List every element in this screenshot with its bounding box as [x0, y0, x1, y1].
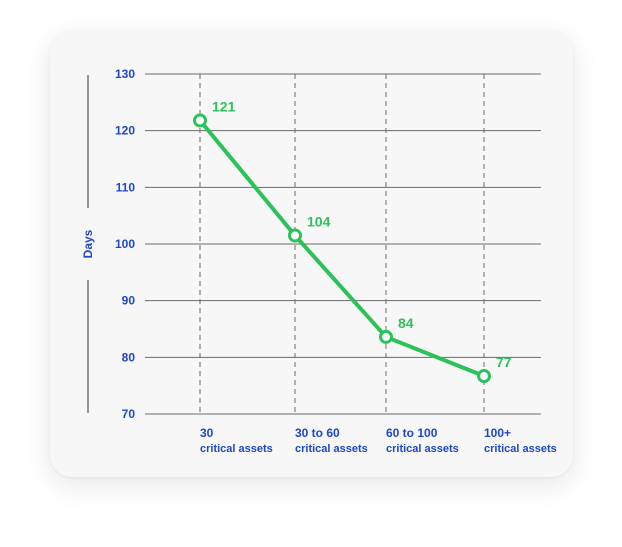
data-label: 84 — [398, 315, 414, 331]
y-tick-label: 110 — [116, 180, 136, 194]
x-tick-sublabel: critical assets — [386, 443, 459, 455]
y-tick-label: 80 — [122, 350, 136, 364]
y-tick-label: 70 — [122, 407, 136, 421]
data-label: 104 — [307, 214, 331, 230]
y-tick-label: 120 — [115, 124, 135, 138]
data-label: 77 — [496, 354, 512, 370]
data-label: 121 — [212, 98, 236, 114]
data-point — [288, 228, 302, 243]
y-axis-label-group: Days — [81, 75, 95, 413]
data-points — [193, 113, 491, 384]
data-point — [193, 113, 207, 128]
x-tick-label: 60 to 100 — [386, 426, 438, 440]
y-tick-label: 90 — [122, 294, 136, 308]
x-tick-label: 100+ — [484, 426, 511, 440]
grid — [145, 73, 541, 415]
x-axis-ticks: 30 critical assets 30 to 60 critical assets… — [200, 426, 557, 455]
y-axis-ticks: 70 80 90 100 110 120 130 — [115, 67, 135, 421]
x-tick-label: 30 — [200, 426, 214, 440]
data-point — [477, 369, 491, 384]
x-tick-label: 30 to 60 — [295, 426, 340, 440]
series-line — [198, 118, 486, 379]
x-tick-sublabel: critical assets — [295, 443, 368, 455]
y-axis-label: Days — [81, 229, 95, 258]
x-tick-sublabel: critical assets — [200, 443, 273, 455]
y-tick-label: 130 — [115, 67, 135, 81]
x-tick-sublabel: critical assets — [484, 443, 557, 455]
y-tick-label: 100 — [115, 237, 135, 251]
data-labels: 121 104 84 77 — [212, 98, 512, 370]
data-point — [379, 329, 393, 344]
